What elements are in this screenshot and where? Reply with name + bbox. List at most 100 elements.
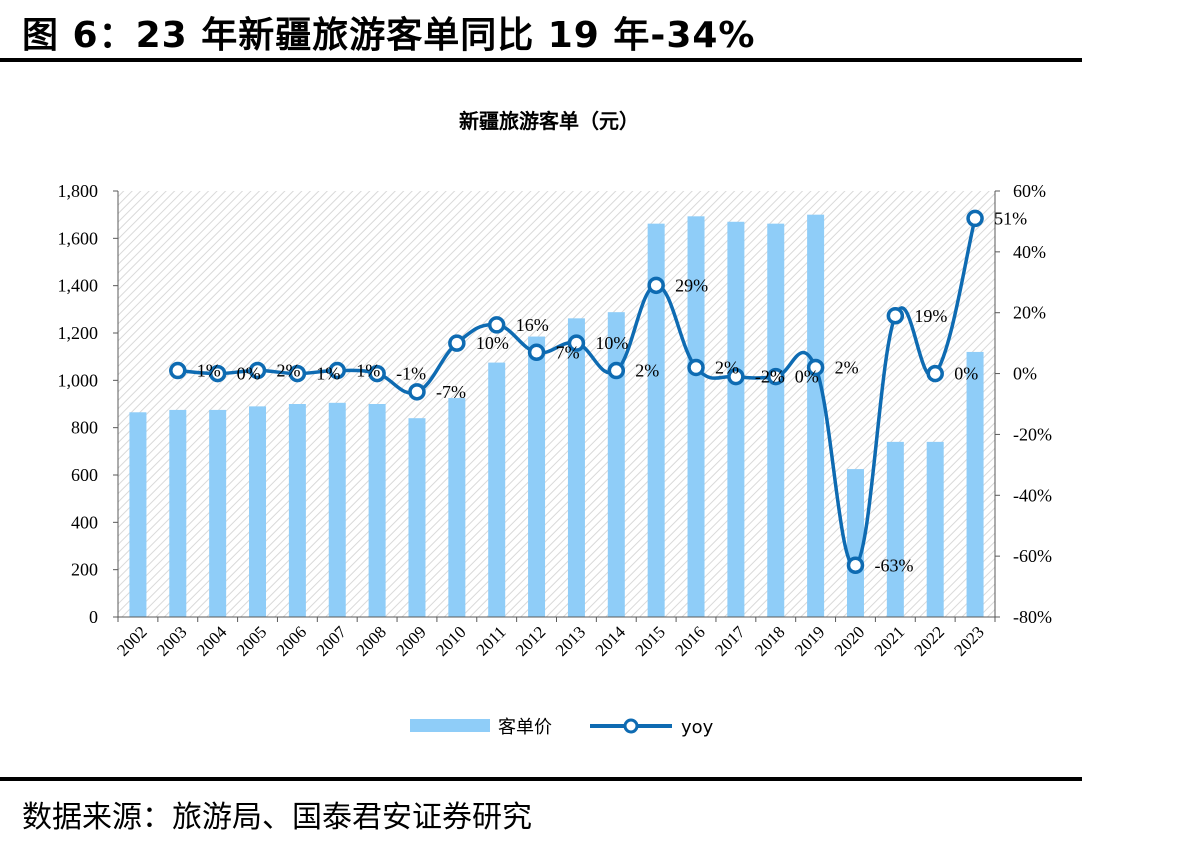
yoy-data-label: 19% bbox=[914, 306, 947, 326]
bar-2002 bbox=[129, 412, 147, 617]
x-tick-label: 2014 bbox=[592, 622, 630, 660]
yoy-marker-2021 bbox=[886, 307, 905, 325]
yoy-marker-2017 bbox=[727, 367, 745, 386]
yoy-data-label: -2% bbox=[755, 367, 785, 387]
bar-2010 bbox=[448, 398, 466, 617]
yoy-marker-2012 bbox=[527, 343, 546, 362]
x-tick-label: 2013 bbox=[552, 622, 589, 659]
bar-2013 bbox=[567, 318, 585, 617]
top-rule bbox=[0, 58, 1082, 62]
yoy-data-label: 2% bbox=[835, 357, 859, 377]
figure-title: 图 6：23 年新疆旅游客单同比 19 年-34% bbox=[22, 15, 756, 56]
legend-line-marker bbox=[623, 718, 639, 734]
yoy-data-label: 2% bbox=[277, 361, 301, 381]
bar-2021 bbox=[886, 441, 904, 617]
x-tick-label: 2022 bbox=[911, 622, 948, 659]
yoy-data-label: -7% bbox=[436, 382, 466, 402]
x-tick-label: 2009 bbox=[392, 622, 429, 659]
x-tick-label: 2007 bbox=[313, 622, 351, 660]
yoy-data-label: 2% bbox=[715, 357, 739, 377]
x-tick-label: 2002 bbox=[113, 622, 150, 659]
right-tick-label: 0% bbox=[1013, 364, 1037, 384]
yoy-marker-2015 bbox=[647, 276, 665, 295]
yoy-data-label: 0% bbox=[237, 364, 261, 384]
bar-2011 bbox=[488, 362, 506, 617]
x-tick-label: 2023 bbox=[950, 622, 987, 659]
left-tick-label: 400 bbox=[71, 512, 98, 532]
yoy-data-label: -1% bbox=[396, 364, 426, 384]
right-tick-label: -80% bbox=[1013, 607, 1052, 627]
legend: 客单价 yoy bbox=[410, 717, 714, 738]
yoy-marker-2008 bbox=[368, 364, 386, 383]
bar-2005 bbox=[249, 406, 267, 617]
right-tick-label: -60% bbox=[1013, 546, 1052, 566]
x-tick-label: 2011 bbox=[472, 622, 509, 659]
yoy-marker-2011 bbox=[487, 316, 506, 334]
bar-2007 bbox=[328, 402, 346, 617]
left-tick-label: 0 bbox=[89, 607, 98, 627]
x-tick-label: 2005 bbox=[233, 622, 270, 659]
labels-layer: 1% 0% 2% 1% 1% -1% -7% 10% 16% 7% 10% 2% 29% 2% -2% 0% 2… bbox=[197, 208, 1027, 575]
yoy-marker-2005 bbox=[248, 361, 267, 380]
bar-2019 bbox=[807, 214, 825, 617]
yoy-data-label: 10% bbox=[595, 333, 628, 353]
left-tick-label: 600 bbox=[71, 465, 98, 485]
right-tick-label: 60% bbox=[1013, 181, 1046, 201]
x-tick-label: 2019 bbox=[791, 622, 828, 659]
yoy-marker-2013 bbox=[567, 334, 586, 352]
yoy-marker-2016 bbox=[687, 358, 705, 377]
bar-2003 bbox=[169, 409, 187, 617]
bar-2004 bbox=[209, 409, 227, 617]
yoy-marker-2007 bbox=[328, 361, 346, 380]
chart-title: 新疆旅游客单（元） bbox=[459, 109, 639, 133]
legend-line-label: yoy bbox=[681, 717, 714, 738]
left-tick-label: 800 bbox=[71, 418, 98, 438]
right-tick-label: 40% bbox=[1013, 242, 1046, 262]
yoy-data-label: 0% bbox=[954, 364, 978, 384]
bottom-rule bbox=[0, 777, 1082, 781]
x-tick-label: 2012 bbox=[512, 622, 549, 659]
x-tick-label: 2015 bbox=[632, 622, 669, 659]
bar-2015 bbox=[647, 223, 665, 617]
x-tick-label: 2020 bbox=[831, 622, 868, 659]
left-tick-label: 1,400 bbox=[58, 276, 99, 296]
left-tick-label: 1,600 bbox=[58, 228, 99, 248]
yoy-data-label: 1% bbox=[316, 364, 340, 384]
x-tick-label: 2010 bbox=[432, 622, 469, 659]
yoy-data-label: 29% bbox=[675, 275, 708, 295]
x-tick-label: 2018 bbox=[751, 622, 788, 659]
left-tick-label: 200 bbox=[71, 560, 98, 580]
bar-2014 bbox=[607, 312, 625, 617]
yoy-marker-2019 bbox=[806, 358, 825, 377]
right-tick-label: -40% bbox=[1013, 485, 1052, 505]
yoy-marker-2022 bbox=[926, 364, 944, 383]
yoy-marker-2020 bbox=[846, 556, 865, 575]
yoy-data-label: 0% bbox=[795, 367, 819, 387]
yoy-data-label: 7% bbox=[556, 342, 580, 362]
bar-2017 bbox=[727, 221, 745, 617]
yoy-marker-2003 bbox=[169, 361, 187, 380]
yoy-data-label: 1% bbox=[197, 361, 221, 381]
left-tick-label: 1,200 bbox=[58, 323, 99, 343]
yoy-marker-2006 bbox=[288, 364, 307, 383]
x-tick-label: 2006 bbox=[273, 622, 310, 659]
x-tick-label: 2017 bbox=[711, 622, 749, 660]
bar-2022 bbox=[926, 441, 944, 617]
bar-2018 bbox=[767, 223, 785, 617]
bar-2023 bbox=[966, 351, 984, 617]
x-tick-label: 2004 bbox=[193, 622, 231, 660]
yoy-data-label: 51% bbox=[994, 208, 1027, 228]
left-tick-label: 1,800 bbox=[58, 181, 99, 201]
legend-bar-label: 客单价 bbox=[498, 717, 552, 738]
yoy-marker-2018 bbox=[767, 367, 785, 386]
yoy-marker-2010 bbox=[448, 334, 466, 352]
right-tick-label: 20% bbox=[1013, 303, 1046, 323]
x-tick-label: 2003 bbox=[153, 622, 190, 659]
yoy-data-label: 2% bbox=[635, 361, 659, 381]
legend-bar-swatch bbox=[410, 719, 490, 732]
yoy-data-label: 10% bbox=[476, 333, 509, 353]
x-tick-label: 2008 bbox=[352, 622, 389, 659]
yoy-marker-2009 bbox=[408, 383, 426, 401]
yoy-marker-2023 bbox=[966, 209, 984, 228]
